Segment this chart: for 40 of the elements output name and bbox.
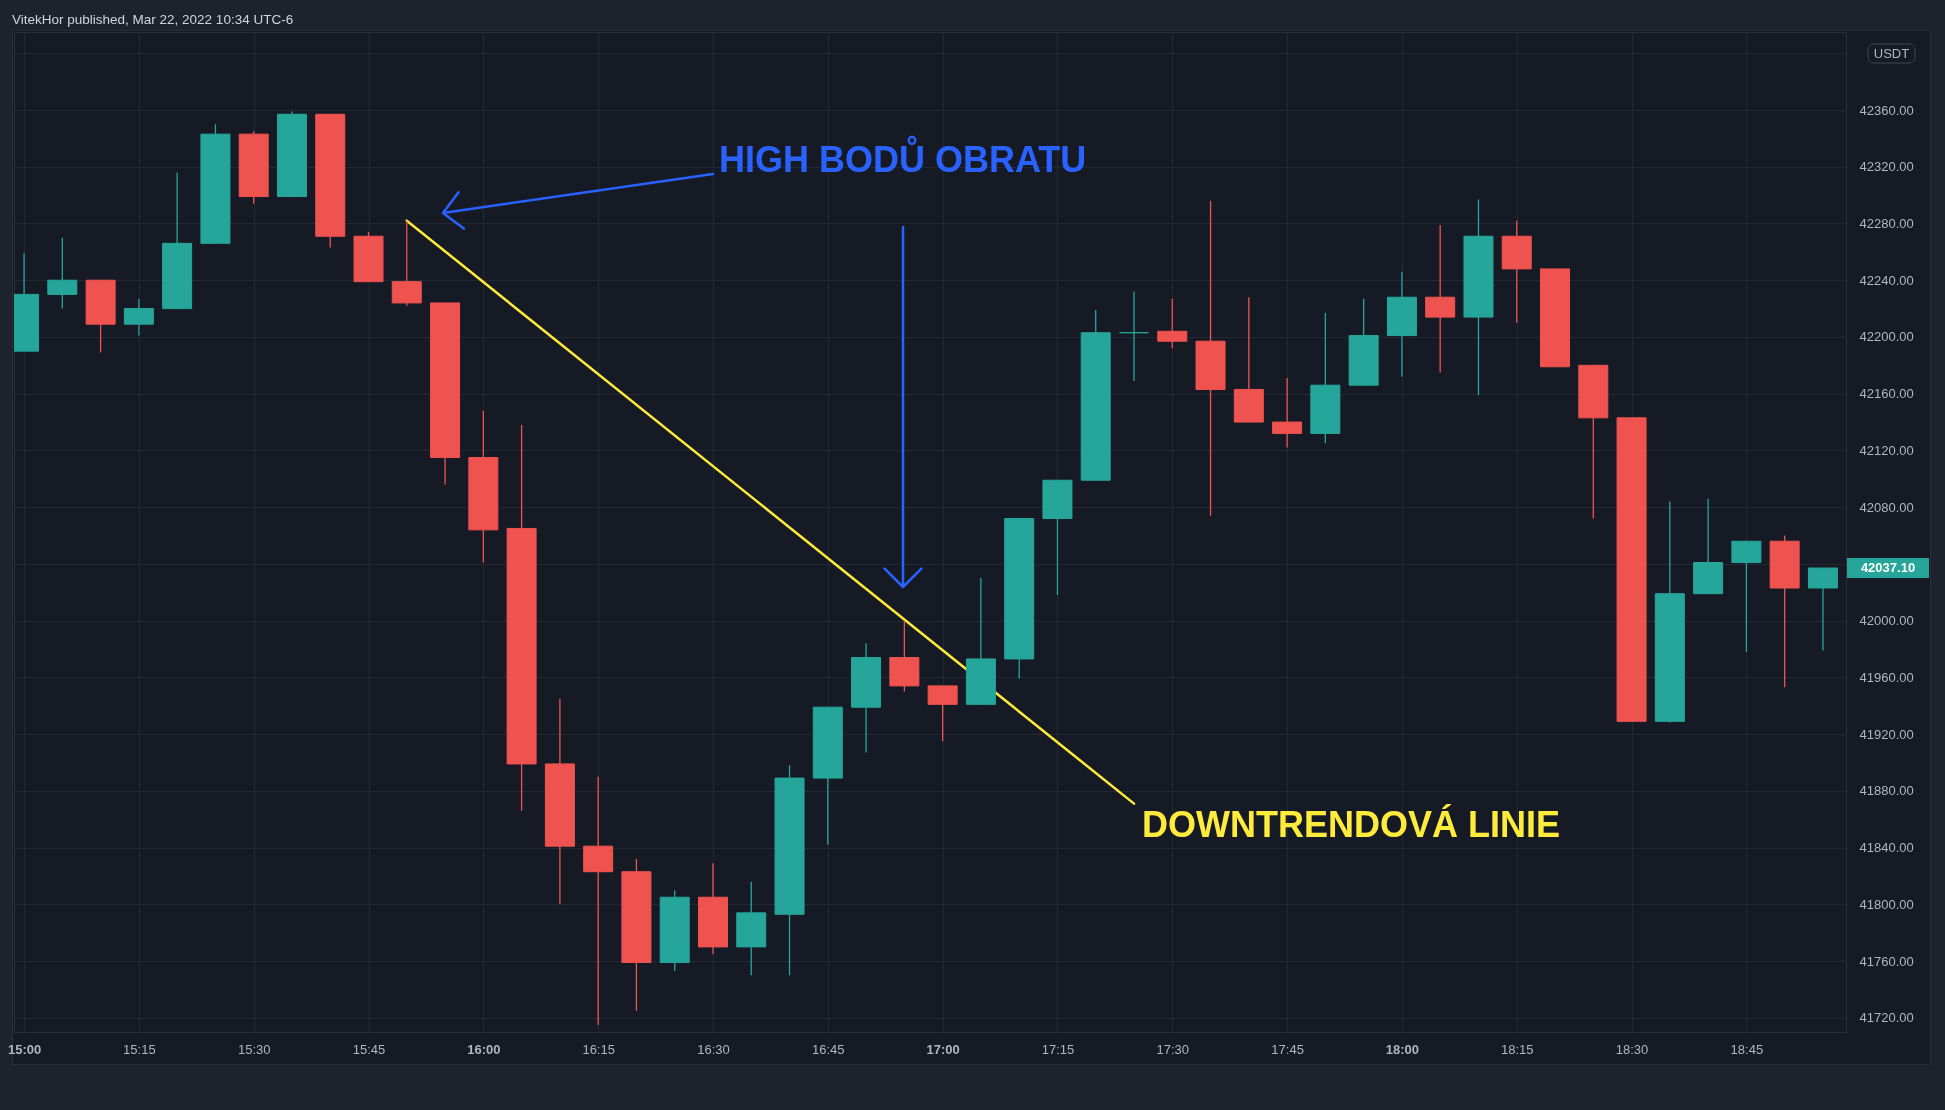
x-tick-label: 15:00: [7, 1041, 42, 1057]
x-tick-label: 15:30: [237, 1041, 271, 1057]
x-tick-label: 18:45: [1730, 1041, 1764, 1057]
y-tick-label: 41800.00: [1859, 896, 1914, 912]
x-tick-label: 18:00: [1385, 1041, 1420, 1057]
chart-title: VitekHor published, Mar 22, 2022 10:34 UTC-6: [12, 11, 294, 27]
y-tick-label: 41720.00: [1859, 1010, 1914, 1026]
x-tick-label: 17:00: [926, 1041, 960, 1057]
x-tick-label: 15:15: [123, 1041, 156, 1057]
x-tick-label: 18:15: [1500, 1041, 1534, 1057]
candlestick: [1119, 290, 1150, 382]
x-tick-label: 16:30: [697, 1041, 730, 1057]
y-tick-label: 42000.00: [1859, 613, 1914, 629]
y-tick-label: 41840.00: [1859, 840, 1914, 856]
x-tick-label: 16:15: [582, 1041, 615, 1057]
x-tick-label: 17:15: [1041, 1041, 1075, 1057]
x-tick-label: 17:30: [1156, 1041, 1190, 1057]
x-tick-label: 16:45: [812, 1041, 845, 1057]
y-tick-label: 42080.00: [1859, 499, 1914, 515]
y-tick-label: 41880.00: [1859, 783, 1914, 799]
y-tick-label: 42120.00: [1859, 442, 1914, 458]
y-tick-label: 42200.00: [1859, 329, 1914, 345]
y-tick-label: 41920.00: [1859, 726, 1914, 742]
text: 42037.10: [1860, 560, 1916, 576]
x-tick-label: 17:45: [1271, 1041, 1304, 1057]
y-tick-label: 41760.00: [1859, 953, 1914, 969]
x-tick-label: 16:00: [467, 1041, 501, 1057]
series-label: DOWNTRENDOVÁ LINIE: [1142, 803, 1561, 845]
annotation: HIGH BODŮ OBRATU: [719, 135, 1087, 180]
y-tick-label: 42320.00: [1859, 159, 1914, 175]
candlestick: [1425, 224, 1456, 374]
x-tick-label: 18:30: [1615, 1041, 1649, 1057]
y-tick-label: 42280.00: [1859, 215, 1914, 231]
y-tick-label: 42240.00: [1859, 272, 1914, 288]
candlestick: [583, 776, 614, 1026]
text: USDT: [1873, 45, 1910, 61]
x-tick-label: 15:45: [352, 1041, 386, 1057]
y-tick-label: 41960.00: [1859, 669, 1914, 685]
y-tick-label: 42360.00: [1859, 102, 1914, 118]
y-tick-label: 42160.00: [1859, 386, 1914, 402]
